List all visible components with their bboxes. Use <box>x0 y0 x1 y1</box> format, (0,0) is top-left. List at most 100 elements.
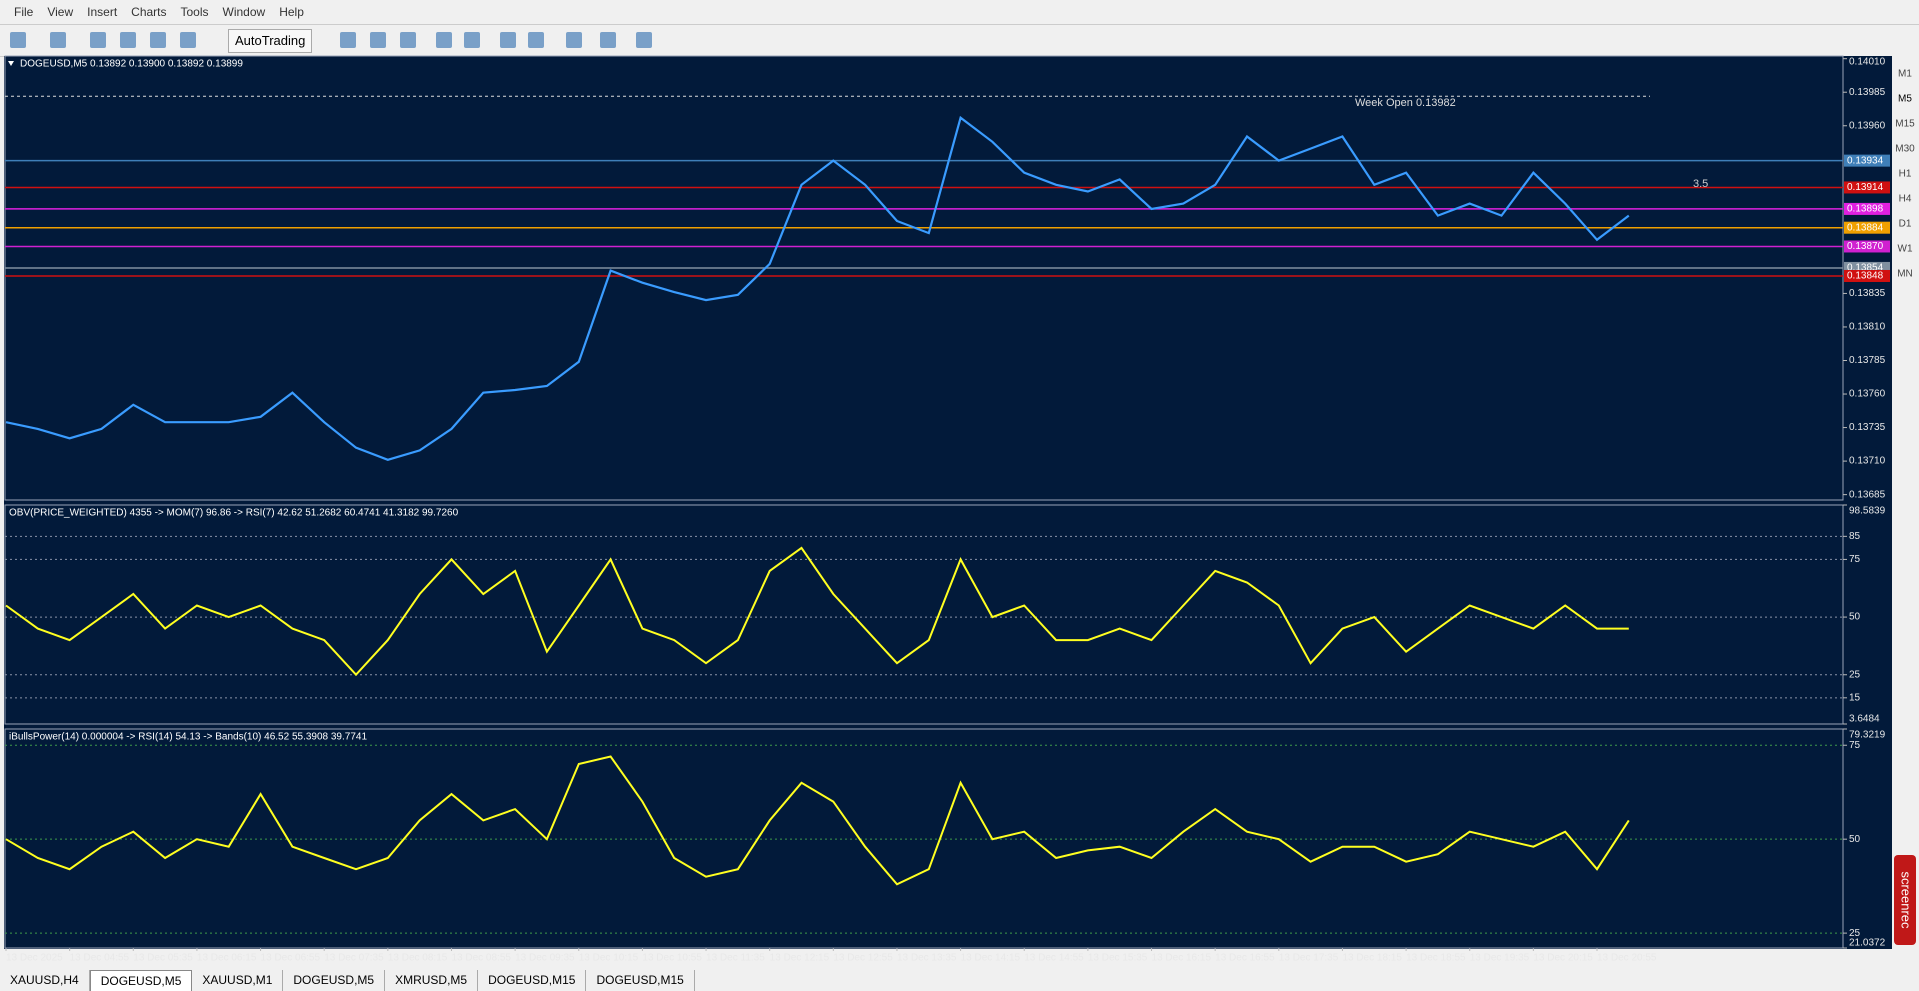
timeframe-button[interactable]: M30 <box>1895 144 1915 155</box>
y-tick-label: 0.13985 <box>1849 87 1886 98</box>
level-tag <box>1844 269 1890 282</box>
icon[interactable] <box>528 32 544 48</box>
x-tick-label: 13 Dec 09:35 <box>515 953 575 964</box>
x-tick-label: 13 Dec 12:15 <box>770 953 830 964</box>
chart-tab[interactable]: XMRUSD,M5 <box>385 970 479 991</box>
icon[interactable] <box>370 32 386 48</box>
menu-item[interactable]: Window <box>222 4 266 19</box>
y-tick-label: 21.0372 <box>1849 938 1886 949</box>
menu-item[interactable]: Charts <box>131 4 167 19</box>
y-tick-label: 75 <box>1849 554 1861 565</box>
x-tick-label: 13 Dec 10:15 <box>579 953 639 964</box>
week-open-label: Week Open 0.13982 <box>1355 97 1456 109</box>
pane-title: OBV(PRICE_WEIGHTED) 4355 -> MOM(7) 96.86… <box>9 508 459 519</box>
timeframe-button[interactable]: M15 <box>1895 119 1915 130</box>
chart-tab[interactable]: XAUUSD,H4 <box>0 970 90 991</box>
pane-title: iBullsPower(14) 0.000004 -> RSI(14) 54.1… <box>9 732 367 743</box>
x-tick-label: 13 Dec 13:35 <box>897 953 957 964</box>
level-label: 0.13898 <box>1847 204 1884 215</box>
timeframe-button[interactable]: H1 <box>1899 169 1912 180</box>
y-tick-label: 98.5839 <box>1849 506 1886 517</box>
icon[interactable] <box>50 32 66 48</box>
icon[interactable] <box>180 32 196 48</box>
x-tick-label: 13 Dec 07:35 <box>324 953 384 964</box>
chart-tab[interactable]: XAUUSD,M1 <box>192 970 284 991</box>
chart-tab[interactable]: DOGEUSD,M15 <box>586 970 695 991</box>
x-tick-label: 13 Dec 08:15 <box>388 953 448 964</box>
pane-border <box>4 728 1844 949</box>
timeframe-button[interactable]: D1 <box>1899 219 1912 230</box>
x-tick-label: 13 Dec 17:35 <box>1279 953 1339 964</box>
x-tick-label: 13 Dec 18:55 <box>1406 953 1466 964</box>
menu-item[interactable]: File <box>14 4 34 19</box>
icon[interactable] <box>150 32 166 48</box>
chart-background <box>4 56 1892 949</box>
level-label: 0.13854 <box>1847 263 1884 274</box>
y-tick-label: 0.13710 <box>1849 456 1886 467</box>
chart-area: screenrec M1 M5 M15 M30 H1 H4 D1 W1 MN 0.14010 0.1… <box>4 55 1919 964</box>
level-label: 0.13848 <box>1847 271 1884 282</box>
x-tick-label: 13 Dec 04:55 <box>70 953 130 964</box>
level-label: 0.13870 <box>1847 241 1884 252</box>
y-tick-label: 0.13810 <box>1849 322 1886 333</box>
x-tick-label: 13 Dec 20:15 <box>1533 953 1593 964</box>
level-tag <box>1844 181 1890 194</box>
icon[interactable] <box>340 32 356 48</box>
timeframe-button[interactable]: W1 <box>1898 244 1913 255</box>
menu-item[interactable]: Help <box>279 4 304 19</box>
autotrading-button[interactable]: AutoTrading <box>228 29 313 53</box>
chart-tab[interactable]: DOGEUSD,M5 <box>89 970 193 991</box>
y-tick-label: 85 <box>1849 531 1861 542</box>
icon[interactable] <box>566 32 582 48</box>
y-tick-label: 0.13835 <box>1849 288 1886 299</box>
menu-bar: File View Insert Charts Tools Window Help <box>0 0 1919 23</box>
timeframe-button[interactable]: M5 <box>1898 94 1912 105</box>
icon[interactable] <box>500 32 516 48</box>
menu-item[interactable]: View <box>47 4 74 19</box>
y-tick-label: 15 <box>1849 692 1861 703</box>
annotation: 3.5 <box>1693 178 1708 190</box>
menu-item[interactable]: Insert <box>87 4 118 19</box>
y-tick-label: 0.14010 <box>1849 57 1886 68</box>
badge-text: screenrec <box>1899 871 1914 929</box>
timeframe-button[interactable]: H4 <box>1899 194 1912 205</box>
pane-title: DOGEUSD,M5 0.13892 0.13900 0.13892 0.138… <box>20 59 243 70</box>
x-tick-label: 13 Dec 15:35 <box>1088 953 1148 964</box>
price-line <box>5 115 1630 461</box>
icon[interactable] <box>400 32 416 48</box>
icon[interactable] <box>636 32 652 48</box>
icon[interactable] <box>90 32 106 48</box>
y-tick-label: 50 <box>1849 834 1861 845</box>
icon[interactable] <box>120 32 136 48</box>
level-tag <box>1844 202 1890 215</box>
chart-tab[interactable]: DOGEUSD,M5 <box>283 970 386 991</box>
y-tick-label: 75 <box>1849 740 1861 751</box>
x-tick-label: 13 Dec 14:55 <box>1024 953 1084 964</box>
icon[interactable] <box>436 32 452 48</box>
x-tick-label: 13 Dec 11:35 <box>706 953 765 964</box>
icon[interactable] <box>10 32 26 48</box>
x-tick-label: 13 Dec 06:55 <box>261 953 321 964</box>
y-tick-label: 0.13785 <box>1849 355 1886 366</box>
level-label: 0.13884 <box>1847 222 1884 233</box>
chart-tab[interactable]: DOGEUSD,M15 <box>478 970 587 991</box>
x-tick-label: 13 Dec 08:55 <box>451 953 511 964</box>
y-tick-label: 50 <box>1849 612 1861 623</box>
y-tick-label: 3.6484 <box>1849 714 1880 725</box>
x-tick-label: 13 Dec 16:55 <box>1215 953 1275 964</box>
y-tick-label: 0.13960 <box>1849 120 1886 131</box>
price-line <box>5 755 1630 886</box>
badge <box>1894 855 1916 945</box>
icon[interactable] <box>464 32 480 48</box>
timeframe-button[interactable]: MN <box>1897 269 1913 280</box>
pane-border <box>4 504 1844 725</box>
x-tick-label: 13 Dec 20:55 <box>1597 953 1657 964</box>
x-tick-label: 13 Dec 10:55 <box>642 953 702 964</box>
y-tick-label: 25 <box>1849 669 1861 680</box>
level-label: 0.13914 <box>1847 182 1884 193</box>
menu-item[interactable]: Tools <box>180 4 209 19</box>
timeframe-button[interactable]: M1 <box>1898 69 1912 80</box>
icon[interactable] <box>600 32 616 48</box>
level-label: 0.13934 <box>1847 155 1884 166</box>
